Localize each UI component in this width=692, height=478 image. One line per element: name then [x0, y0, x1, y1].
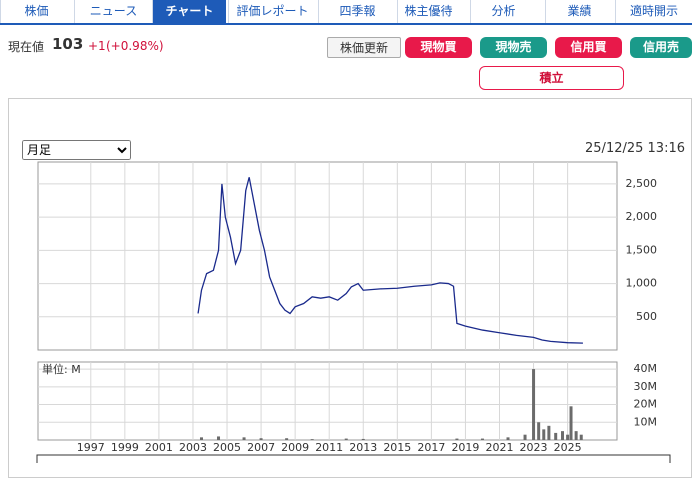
- cash-sell-button[interactable]: 現物売: [480, 37, 547, 58]
- nav-tab[interactable]: 分析: [470, 0, 536, 24]
- nav-tab[interactable]: ニュース: [74, 0, 152, 24]
- quote-change-pct: (+0.98%): [106, 39, 164, 53]
- nav-tab[interactable]: 株主優待: [397, 0, 459, 24]
- nav-tab[interactable]: チャート: [152, 0, 226, 24]
- timestamp: 25/12/25 13:16: [585, 141, 685, 156]
- margin-buy-button[interactable]: 信用買: [555, 37, 622, 58]
- nav-tab[interactable]: 適時開示: [615, 0, 692, 24]
- top-border: [0, 23, 692, 25]
- quote-price: 103: [52, 35, 84, 53]
- interval-select[interactable]: 月足: [22, 140, 131, 160]
- quote-label: 現在値: [8, 40, 45, 54]
- nav-tab[interactable]: 業績: [545, 0, 613, 24]
- accumulate-button[interactable]: 積立: [479, 66, 624, 90]
- quote-change: +1: [88, 39, 106, 53]
- nav-tab[interactable]: 株価: [0, 0, 72, 24]
- nav-tab[interactable]: 評価レポート: [228, 0, 316, 24]
- margin-sell-button[interactable]: 信用売: [630, 37, 692, 58]
- refresh-button[interactable]: 株価更新: [327, 37, 401, 58]
- nav-tab[interactable]: 四季報: [318, 0, 396, 24]
- cash-buy-button[interactable]: 現物買: [405, 37, 472, 58]
